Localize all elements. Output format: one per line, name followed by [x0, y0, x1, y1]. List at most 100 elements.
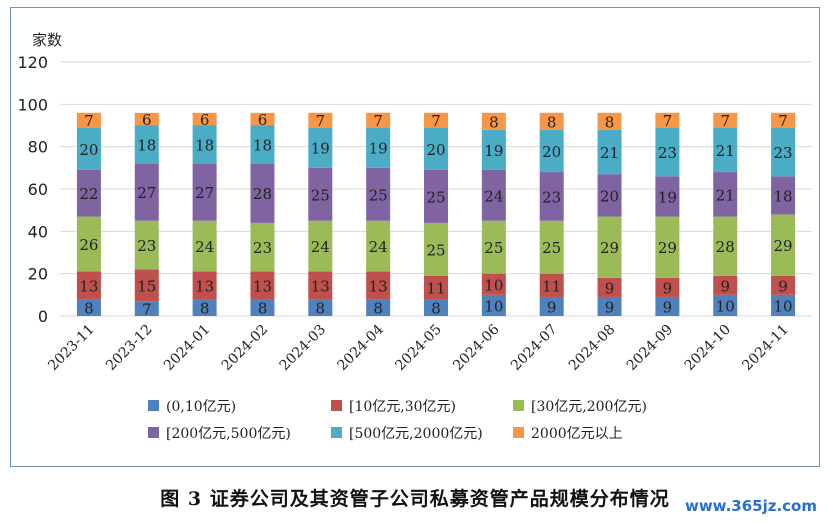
bar-segment — [192, 125, 217, 164]
x-tick-label: 2023-12 — [103, 322, 155, 374]
data-label: 23 — [253, 239, 272, 257]
y-tick-label: 40 — [28, 222, 48, 241]
legend-swatch — [331, 427, 342, 438]
data-label: 8 — [431, 300, 441, 318]
data-label: 19 — [658, 188, 677, 206]
x-tick-label: 2024-06 — [450, 321, 503, 374]
data-label: 8 — [316, 300, 326, 318]
data-label: 22 — [79, 185, 98, 203]
bar-segment — [481, 273, 506, 295]
data-label: 18 — [253, 137, 272, 155]
bar-segment — [424, 275, 448, 300]
data-label: 8 — [84, 300, 94, 318]
bar-segment — [539, 220, 564, 274]
bar-segment — [366, 220, 391, 272]
bar-segment — [713, 294, 738, 316]
bar-segment — [597, 174, 622, 217]
bar-segment — [771, 214, 796, 276]
y-tick-label: 80 — [28, 138, 48, 157]
bar-segment — [76, 271, 101, 300]
y-tick-label: 120 — [17, 53, 48, 72]
data-label: 8 — [200, 300, 210, 318]
bar-segment — [424, 299, 448, 316]
bar-segment — [424, 127, 448, 170]
data-label: 21 — [716, 186, 735, 204]
legend-swatch — [148, 400, 159, 411]
bar-segment — [539, 172, 564, 221]
x-tick-label: 2024-08 — [566, 322, 618, 374]
data-label: 23 — [542, 188, 561, 206]
data-label: 24 — [195, 238, 214, 256]
bar-segment — [424, 112, 448, 128]
data-label: 9 — [663, 298, 673, 316]
legend-label: [500亿元,2000亿元) — [349, 426, 483, 442]
bar-segment — [76, 112, 101, 128]
bar-segment — [539, 296, 564, 316]
data-label: 7 — [663, 112, 673, 130]
bar-segment — [250, 112, 275, 126]
data-label: 15 — [137, 277, 156, 295]
legend-label: [10亿元,30亿元) — [349, 399, 456, 415]
bar-segment — [134, 220, 159, 270]
bar-segment — [655, 176, 680, 217]
data-label: 6 — [142, 111, 152, 129]
bar-segment — [76, 127, 101, 170]
bar-segment — [481, 169, 506, 221]
bar-segment — [250, 271, 275, 300]
bar-segment — [771, 176, 796, 215]
bar-segment — [481, 129, 506, 170]
data-label: 29 — [774, 237, 793, 255]
bar-segment — [250, 222, 275, 272]
bar-segment — [134, 112, 159, 126]
data-label: 6 — [200, 111, 210, 129]
data-label: 11 — [542, 277, 561, 295]
bar-segment — [134, 269, 159, 302]
data-label: 23 — [774, 144, 793, 162]
data-label: 18 — [137, 137, 156, 155]
bar-segment — [539, 273, 564, 297]
data-label: 27 — [195, 184, 214, 202]
figure-caption: 图 3 证券公司及其资管子公司私募资管产品规模分布情况 — [160, 488, 670, 510]
x-tick-label: 2024-01 — [161, 322, 213, 374]
data-label: 25 — [542, 239, 561, 257]
bar-segment — [771, 112, 796, 128]
bar-segment — [424, 222, 448, 276]
x-tick-label: 2024-10 — [682, 322, 734, 374]
data-label: 10 — [716, 297, 735, 315]
data-label: 19 — [311, 140, 330, 158]
data-label: 18 — [774, 187, 793, 205]
data-label: 7 — [142, 301, 152, 319]
bar-segment — [250, 125, 275, 164]
data-label: 25 — [369, 186, 388, 204]
data-label: 28 — [253, 185, 272, 203]
bar-segment — [771, 294, 796, 316]
data-label: 9 — [778, 277, 788, 295]
x-tick-label: 2024-05 — [392, 322, 444, 374]
bar-segment — [481, 112, 506, 130]
data-label: 6 — [258, 111, 268, 129]
data-label: 13 — [311, 277, 330, 295]
bar-segment — [597, 277, 622, 297]
data-label: 7 — [720, 112, 730, 130]
bar-segment — [134, 163, 159, 221]
bar-segment — [655, 112, 680, 128]
x-tick-label: 2024-11 — [739, 322, 791, 374]
bar-segment — [713, 172, 738, 217]
bar-segment — [192, 271, 217, 300]
bar-segment — [424, 169, 448, 223]
data-label: 9 — [547, 298, 557, 316]
data-label: 10 — [484, 297, 503, 315]
legend-label: 2000亿元以上 — [531, 426, 623, 442]
data-label: 8 — [373, 300, 383, 318]
bar-segment — [481, 220, 506, 274]
bar-segment — [713, 275, 738, 295]
legend-label: [200亿元,500亿元) — [166, 426, 291, 442]
bar-segment — [713, 216, 738, 276]
bar-segment — [134, 301, 159, 316]
data-label: 9 — [605, 279, 615, 297]
data-label: 21 — [600, 144, 619, 162]
data-label: 7 — [431, 112, 441, 130]
bar-segment — [597, 112, 622, 130]
data-label: 7 — [84, 112, 94, 130]
